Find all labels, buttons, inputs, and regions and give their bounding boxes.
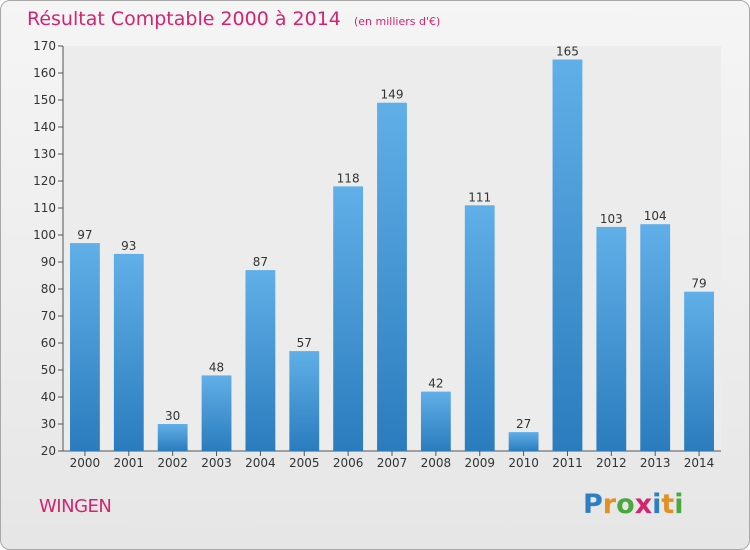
bar-2014[interactable] bbox=[684, 291, 714, 451]
bar-2009[interactable] bbox=[464, 205, 495, 451]
x-tick-label: 2008 bbox=[421, 456, 452, 470]
bar-2007[interactable] bbox=[377, 102, 407, 451]
y-tick-label: 70 bbox=[41, 309, 56, 323]
x-tick-label: 2002 bbox=[157, 456, 188, 470]
y-tick-label: 140 bbox=[33, 120, 56, 134]
value-label-2011: 165 bbox=[556, 45, 579, 59]
x-tick-label: 2011 bbox=[552, 456, 583, 470]
value-label-2013: 104 bbox=[644, 209, 667, 223]
y-tick-label: 90 bbox=[41, 255, 56, 269]
y-tick-label: 150 bbox=[33, 93, 56, 107]
bars bbox=[70, 59, 714, 452]
y-tick-label: 100 bbox=[33, 228, 56, 242]
proxiti-logo[interactable]: Proxiti bbox=[583, 489, 684, 520]
y-tick-label: 110 bbox=[33, 201, 56, 215]
y-tick-label: 160 bbox=[33, 66, 56, 80]
value-label-2004: 87 bbox=[253, 255, 268, 269]
x-tick-label: 2012 bbox=[596, 456, 627, 470]
y-tick-label: 40 bbox=[41, 390, 56, 404]
value-label-2009: 111 bbox=[468, 190, 491, 204]
x-tick-label: 2005 bbox=[289, 456, 320, 470]
y-tick-label: 30 bbox=[41, 417, 56, 431]
value-labels: 97 93 30 48 87 57 118 149 42 111 27 165 103 104 79 bbox=[77, 45, 706, 432]
value-label-2014: 79 bbox=[691, 277, 706, 291]
x-tick-label: 2006 bbox=[333, 456, 364, 470]
value-label-2000: 97 bbox=[77, 228, 92, 242]
x-tick-label: 2007 bbox=[377, 456, 408, 470]
value-label-2012: 103 bbox=[600, 212, 623, 226]
bar-2000[interactable] bbox=[70, 243, 100, 451]
y-tick-label: 120 bbox=[33, 174, 56, 188]
value-label-2005: 57 bbox=[297, 336, 312, 350]
value-label-2003: 48 bbox=[209, 360, 224, 374]
value-label-2002: 30 bbox=[165, 409, 180, 423]
x-tick-label: 2004 bbox=[245, 456, 276, 470]
chart-title: Résultat Comptable 2000 à 2014 (en milli… bbox=[27, 8, 440, 30]
bar-2001[interactable] bbox=[113, 253, 144, 451]
value-label-2010: 27 bbox=[516, 417, 531, 431]
bar-2002[interactable] bbox=[157, 424, 188, 451]
x-tick-label: 2014 bbox=[684, 456, 715, 470]
commune-name: WINGEN bbox=[39, 496, 112, 517]
bar-2006[interactable] bbox=[333, 186, 364, 451]
x-tick-label: 2009 bbox=[464, 456, 495, 470]
x-tick-label: 2000 bbox=[70, 456, 101, 470]
y-tick-label: 170 bbox=[33, 39, 56, 53]
chart-title-unit: (en milliers d'€) bbox=[353, 15, 441, 28]
bar-2005[interactable] bbox=[289, 351, 320, 451]
value-label-2001: 93 bbox=[121, 239, 136, 253]
y-tick-label: 130 bbox=[33, 147, 56, 161]
value-label-2008: 42 bbox=[428, 377, 443, 391]
x-tick-label: 2003 bbox=[201, 456, 232, 470]
chart-title-main: Résultat Comptable 2000 à 2014 bbox=[27, 8, 341, 30]
value-label-2007: 149 bbox=[381, 88, 404, 102]
x-tick-label: 2001 bbox=[114, 456, 145, 470]
bar-2012[interactable] bbox=[596, 226, 627, 451]
x-tick-label: 2010 bbox=[508, 456, 539, 470]
x-tick-label: 2013 bbox=[640, 456, 671, 470]
bar-2008[interactable] bbox=[420, 391, 451, 451]
y-tick-label: 80 bbox=[41, 282, 56, 296]
bar-2013[interactable] bbox=[640, 224, 671, 451]
value-label-2006: 118 bbox=[337, 171, 360, 185]
bar-2003[interactable] bbox=[201, 375, 232, 451]
bar-2004[interactable] bbox=[245, 270, 276, 451]
bar-2011[interactable] bbox=[552, 59, 583, 452]
y-tick-label: 20 bbox=[41, 444, 56, 458]
axes: 20 30 40 50 60 70 80 90 100 110 120 130 140 150 160 170… bbox=[33, 39, 721, 470]
bar-2010[interactable] bbox=[508, 432, 539, 451]
y-tick-label: 50 bbox=[41, 363, 56, 377]
y-tick-label: 60 bbox=[41, 336, 56, 350]
